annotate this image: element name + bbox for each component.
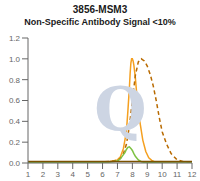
svg-text:12: 12 (188, 170, 192, 179)
svg-text:9: 9 (145, 170, 150, 179)
svg-text:1.0: 1.0 (9, 55, 21, 64)
svg-text:0.4: 0.4 (9, 117, 21, 126)
svg-text:5: 5 (85, 170, 90, 179)
svg-text:0.2: 0.2 (9, 138, 21, 147)
svg-text:7: 7 (115, 170, 120, 179)
svg-text:2: 2 (41, 170, 46, 179)
svg-text:10: 10 (158, 170, 167, 179)
svg-text:Q: Q (94, 74, 146, 144)
svg-text:11: 11 (173, 170, 182, 179)
svg-text:3: 3 (56, 170, 61, 179)
svg-text:6: 6 (100, 170, 105, 179)
svg-text:8: 8 (130, 170, 135, 179)
svg-text:0.8: 0.8 (9, 76, 21, 85)
html-text:3856-MSM3: 3856-MSM3 (72, 4, 128, 15)
svg-text:0.0: 0.0 (9, 159, 21, 168)
svg-text:4: 4 (71, 170, 76, 179)
svg-text:1.2: 1.2 (9, 34, 21, 43)
html-text:Non-Specific Antibody Signal <: Non-Specific Antibody Signal <10% (24, 17, 176, 27)
svg-text:0.6: 0.6 (9, 96, 21, 105)
svg-text:1: 1 (26, 170, 31, 179)
